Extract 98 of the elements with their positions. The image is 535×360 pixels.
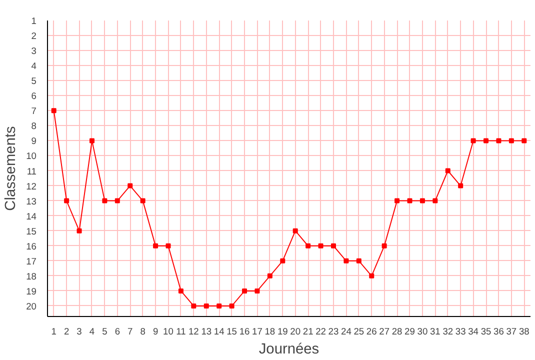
x-tick-label: 8 — [140, 326, 146, 336]
point — [102, 198, 108, 204]
y-tick-label: 16 — [26, 241, 37, 252]
point — [292, 228, 298, 234]
x-tick-label: 19 — [277, 326, 288, 336]
point — [318, 243, 324, 248]
x-tick-label: 11 — [176, 326, 186, 336]
x-tick-label: 2 — [64, 326, 70, 336]
point — [204, 303, 209, 308]
x-tick-label: 6 — [114, 326, 120, 336]
y-tick-label: 1 — [31, 16, 37, 26]
point — [344, 258, 349, 264]
point — [470, 138, 476, 144]
point — [458, 183, 464, 188]
y-tick-label: 20 — [26, 301, 37, 312]
y-tick-label: 15 — [26, 226, 37, 236]
x-tick-label: 28 — [392, 326, 402, 336]
x-tick-label: 20 — [290, 326, 301, 336]
x-tick-label: 37 — [506, 326, 517, 336]
y-tick-label: 14 — [26, 211, 37, 222]
point — [508, 138, 514, 144]
x-tick-label: 18 — [264, 326, 276, 336]
y-tick-label: 9 — [31, 136, 37, 146]
x-axis-title: Journées — [258, 342, 320, 358]
point — [306, 243, 311, 248]
x-tick-label: 27 — [379, 326, 390, 336]
point — [114, 198, 120, 204]
point — [522, 138, 527, 144]
point — [369, 273, 374, 278]
point — [140, 198, 146, 204]
point — [484, 138, 489, 144]
point — [432, 198, 438, 204]
point — [153, 243, 158, 248]
x-tick-label: 7 — [128, 326, 133, 336]
y-tick-label: 3 — [31, 46, 37, 56]
point — [166, 243, 171, 248]
x-tick-label: 3 — [76, 326, 82, 336]
x-tick-label: 34 — [468, 326, 479, 336]
point — [51, 108, 56, 114]
y-tick-label: 19 — [26, 286, 37, 296]
y-tick-label: 7 — [31, 106, 37, 116]
y-tick-label: 12 — [26, 181, 37, 192]
y-tick-label: 2 — [31, 31, 37, 42]
y-axis-title: Classements — [3, 126, 20, 211]
y-tick-label: 13 — [26, 196, 37, 206]
x-tick-label: 33 — [455, 326, 466, 336]
x-tick-label: 1 — [51, 326, 56, 336]
x-tick-label: 31 — [430, 326, 440, 336]
point — [394, 198, 400, 204]
point — [191, 303, 196, 308]
x-tick-label: 9 — [152, 326, 158, 336]
x-tick-label: 13 — [201, 326, 212, 336]
point — [280, 258, 286, 264]
point — [128, 183, 133, 188]
x-tick-label: 5 — [102, 326, 108, 336]
x-tick-label: 14 — [214, 326, 224, 336]
x-tick-label: 25 — [354, 326, 364, 336]
point — [420, 198, 425, 204]
x-tick-label: 32 — [442, 326, 454, 336]
x-tick-label: 36 — [494, 326, 504, 336]
point — [330, 243, 336, 248]
point — [64, 198, 70, 204]
point — [407, 198, 412, 204]
y-tick-label: 4 — [31, 61, 37, 72]
point — [216, 303, 222, 308]
x-tick-label: 4 — [89, 326, 95, 336]
point — [229, 303, 234, 308]
x-tick-label: 16 — [239, 326, 250, 336]
x-tick-label: 30 — [417, 326, 428, 336]
x-tick-label: 29 — [404, 326, 415, 336]
x-tick-label: 38 — [518, 326, 530, 336]
x-tick-label: 10 — [163, 326, 174, 336]
x-tick-label: 17 — [252, 326, 262, 336]
point — [76, 228, 82, 234]
y-tick-label: 6 — [31, 91, 37, 102]
y-tick-label: 10 — [26, 151, 37, 162]
point — [445, 168, 450, 174]
point — [242, 288, 248, 294]
y-tick-label: 18 — [26, 271, 37, 282]
x-tick-label: 12 — [188, 326, 199, 336]
point — [267, 273, 272, 278]
x-tick-label: 26 — [366, 326, 377, 336]
y-tick-label: 8 — [31, 121, 37, 132]
x-tick-label: 35 — [480, 326, 492, 336]
point — [382, 243, 387, 248]
x-tick-label: 15 — [226, 326, 238, 336]
x-tick-label: 21 — [302, 326, 314, 336]
point — [89, 138, 94, 144]
point — [254, 288, 260, 294]
x-tick-label: 23 — [328, 326, 339, 336]
y-tick-label: 5 — [31, 76, 37, 86]
point — [496, 138, 502, 144]
point — [178, 288, 184, 294]
x-tick-label: 24 — [341, 326, 352, 336]
point — [356, 258, 362, 264]
y-tick-label: 17 — [26, 256, 37, 266]
y-tick-label: 11 — [26, 166, 37, 176]
x-tick-label: 22 — [316, 326, 326, 336]
